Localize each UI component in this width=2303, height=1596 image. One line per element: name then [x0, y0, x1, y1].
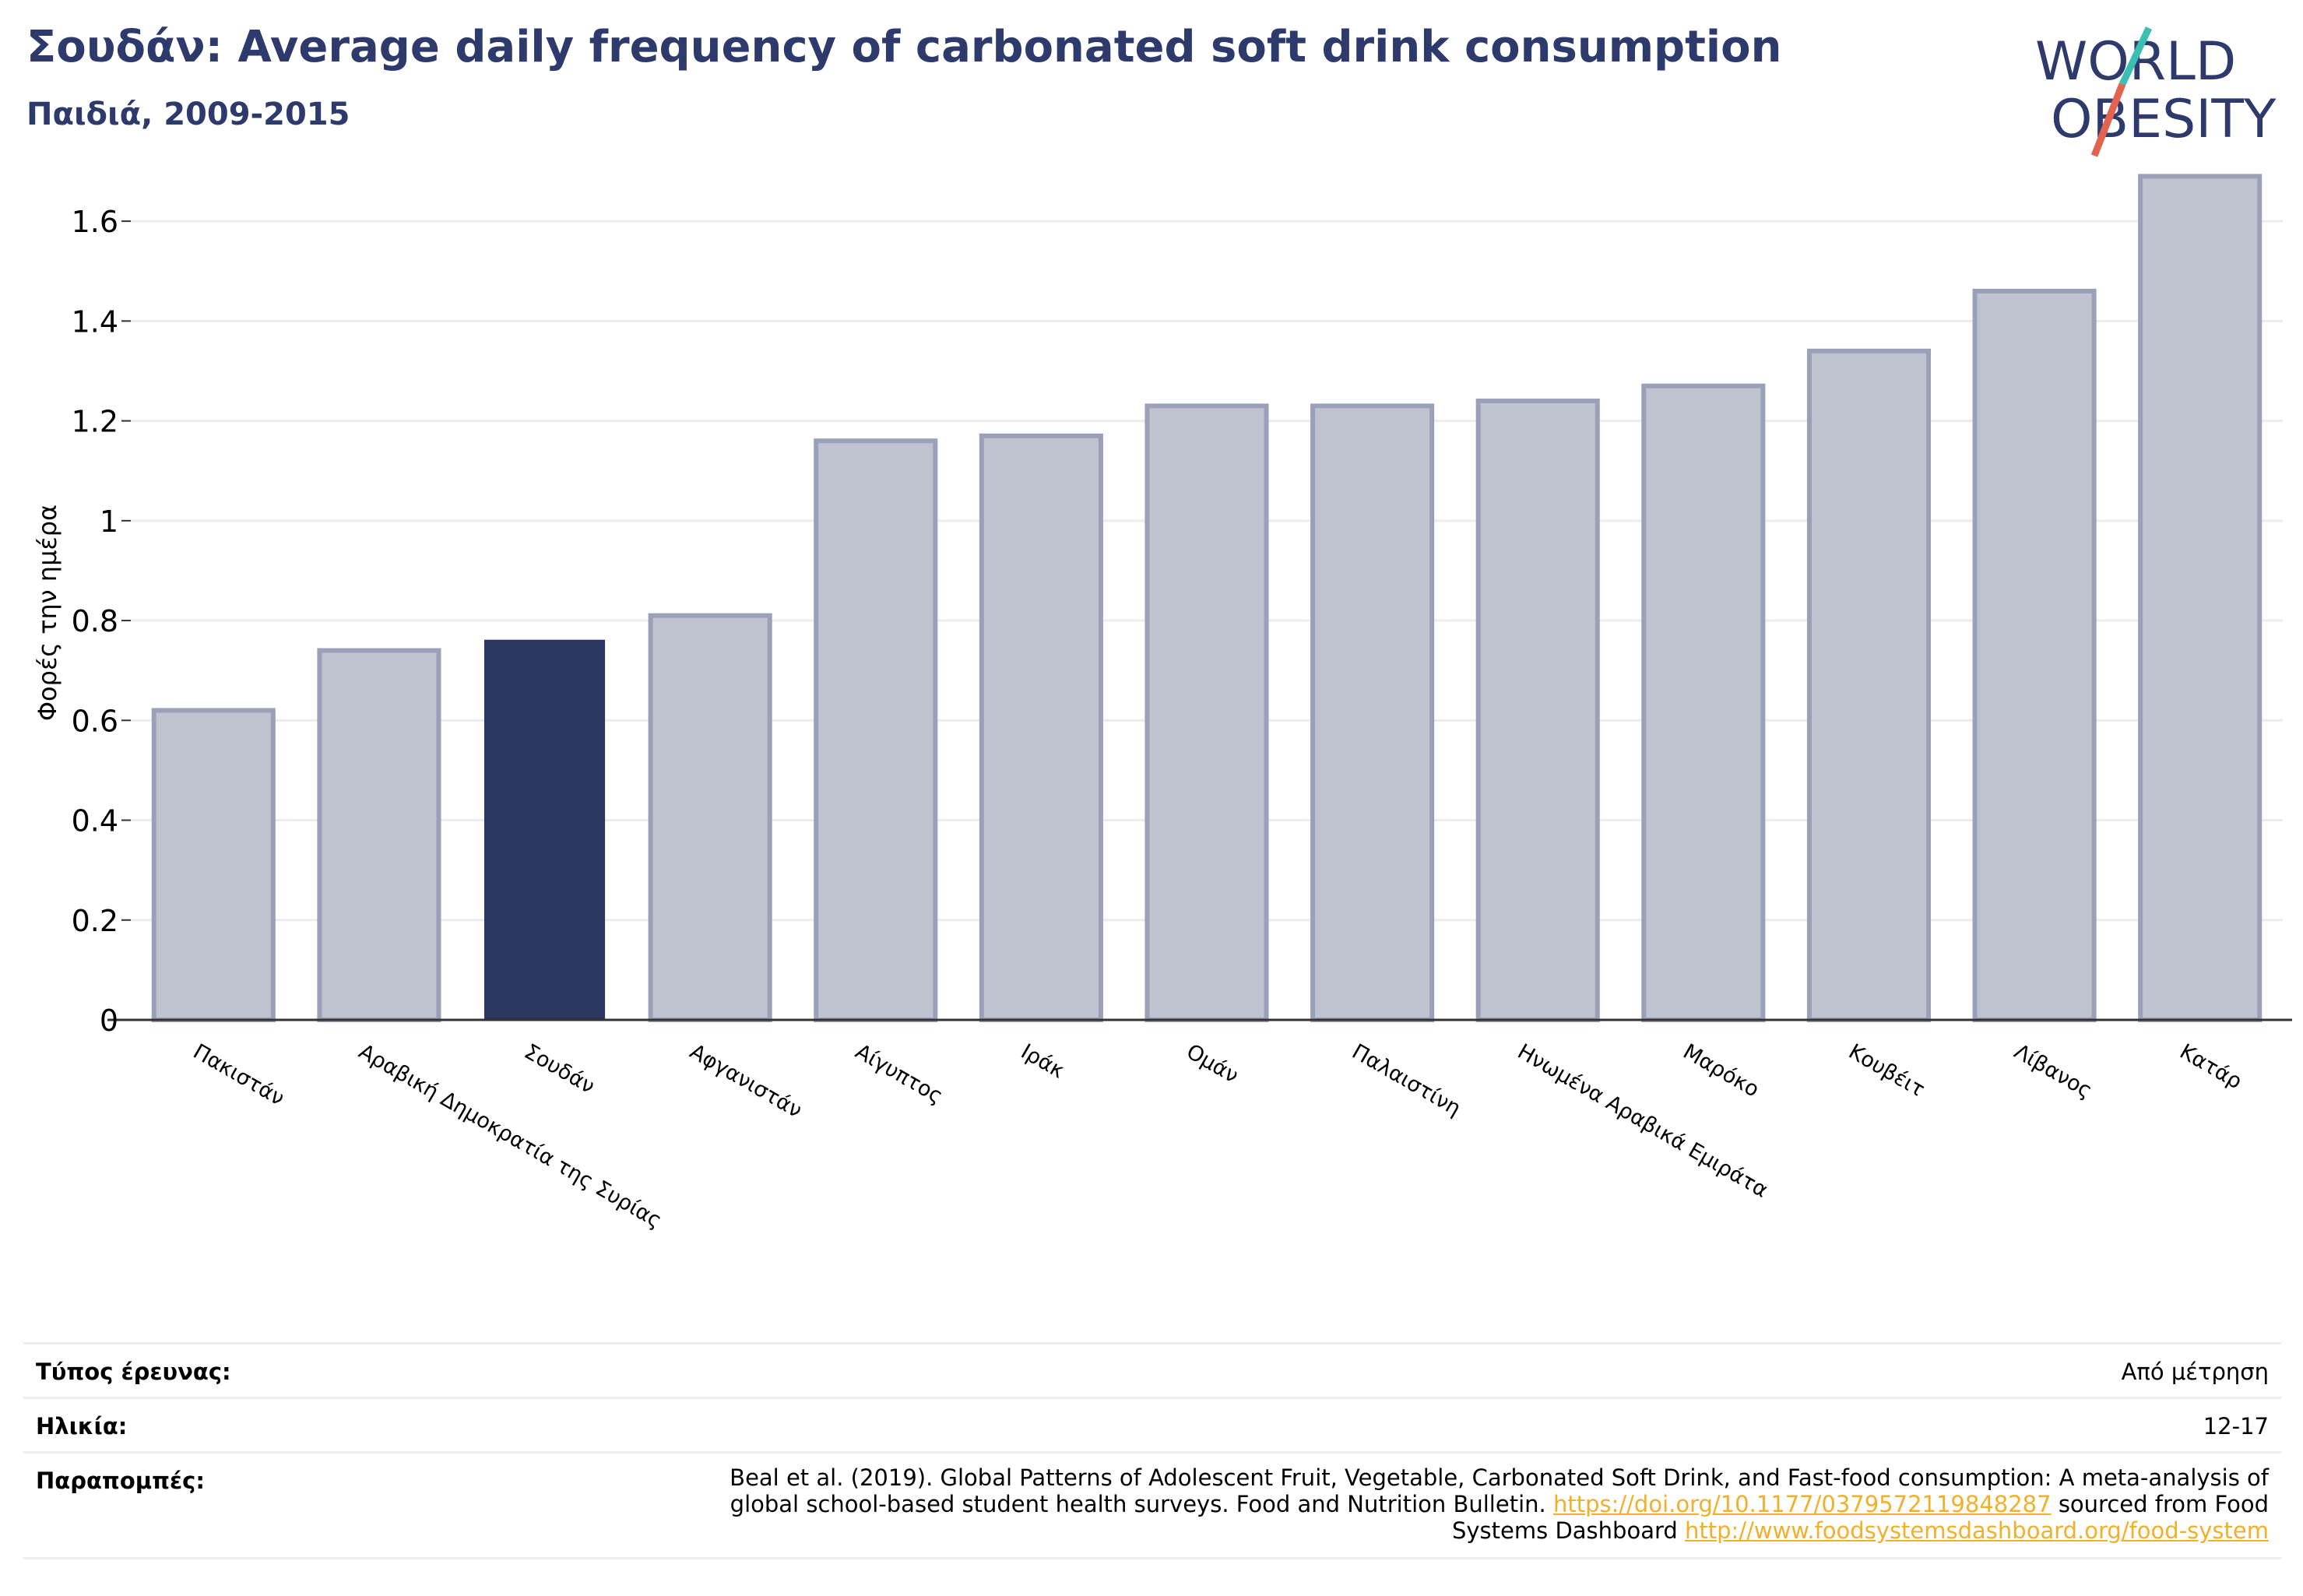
y-tick-label: 1.6: [72, 205, 118, 239]
references-link-1[interactable]: https://doi.org/10.1177/0379572119848287: [1552, 1491, 2052, 1517]
references-text-1: Beal et al. (2019). Global Patterns of A…: [730, 1464, 2269, 1517]
bar: [151, 708, 276, 1022]
x-tick-label: Μαρόκο: [1679, 1039, 1763, 1102]
y-tick-label: 0.4: [72, 804, 118, 838]
y-tick-label: 0.6: [72, 704, 118, 738]
y-tick-label: 0.8: [72, 604, 118, 638]
page-subtitle: Παιδιά, 2009-2015: [26, 97, 350, 132]
bar: [814, 438, 938, 1022]
bar: [1144, 403, 1269, 1022]
bar: [1641, 383, 1766, 1022]
x-tick-label: Αίγυπτος: [851, 1039, 947, 1109]
x-tick-label: Λίβανος: [2010, 1039, 2097, 1103]
world-obesity-logo: WORLD OBESITY: [2035, 26, 2277, 157]
x-tick-labels: Πακιστάν Αραβική Δημοκρατία της ΣυρίαςΣου…: [189, 1039, 2246, 1233]
bars: [151, 174, 2263, 1023]
survey-type-label: Τύπος έρευνας:: [36, 1359, 231, 1385]
age-label: Ηλικία:: [36, 1413, 128, 1440]
y-axis-label: Φορές την ημέρα: [33, 504, 62, 721]
bar: [648, 613, 772, 1022]
references-label: Παραπομπές:: [36, 1468, 205, 1494]
y-tick-label: 1.2: [72, 405, 118, 439]
x-tick-label: Παλαιστίνη: [1348, 1039, 1464, 1121]
meta-row-age: Ηλικία: 12-17: [23, 1397, 2281, 1454]
y-tick-label: 1.4: [72, 304, 118, 339]
bar: [2138, 174, 2263, 1023]
y-tick-label: 1: [100, 504, 118, 539]
bar: [1475, 398, 1600, 1022]
bar: [1972, 288, 2097, 1023]
references-link-2[interactable]: http://www.foodsystemsdashboard.org/food…: [1685, 1517, 2269, 1544]
bar: [317, 648, 441, 1022]
bar: [1310, 403, 1435, 1022]
x-tick-label: Αφγανιστάν: [686, 1039, 807, 1123]
x-tick-label: Κατάρ: [2175, 1039, 2246, 1094]
bar-highlight: [483, 639, 606, 1021]
meta-row-survey-type: Τύπος έρευνας: Από μέτρηση: [23, 1342, 2281, 1399]
x-tick-label: Ομάν: [1183, 1039, 1243, 1088]
meta-row-references: Παραπομπές: Beal et al. (2019). Global P…: [23, 1451, 2281, 1559]
x-tick-label: Ιράκ: [1017, 1039, 1069, 1083]
metadata-table: Τύπος έρευνας: Από μέτρηση Ηλικία: 12-17…: [23, 1342, 2281, 1560]
bar: [979, 433, 1103, 1022]
page-title: Σουδάν: Average daily frequency of carbo…: [26, 22, 1782, 72]
references-text-2: sourced from Food Systems Dashboard: [1451, 1491, 2269, 1544]
meta-bottom-border: [23, 1557, 2281, 1559]
logo-line2: OBESITY: [2051, 89, 2277, 150]
age-value: 12-17: [2203, 1413, 2269, 1440]
y-tick-labels: 0 0.2 0.4 0.6 0.8 1 1.2 1.4 1.6: [72, 205, 131, 1038]
x-tick-label: Πακιστάν: [189, 1039, 289, 1111]
x-tick-label: Αραβική Δημοκρατία της Συρίας: [354, 1039, 666, 1233]
logo-slash-teal: [2118, 26, 2153, 86]
y-tick-label: 0.2: [72, 904, 118, 938]
references-value: Beal et al. (2019). Global Patterns of A…: [712, 1464, 2269, 1544]
bar-chart: 0 0.2 0.4 0.6 0.8 1 1.2 1.4 1.6 Πακιστάν Αραβική …: [33, 174, 2292, 1233]
x-tick-label: Σουδάν: [520, 1039, 599, 1099]
y-tick-label: 0: [100, 1004, 118, 1038]
logo-slash-red: [2090, 83, 2126, 157]
bar: [1806, 348, 1932, 1022]
x-tick-label: Κουβέιτ: [1844, 1039, 1929, 1102]
survey-type-value: Από μέτρηση: [2121, 1359, 2269, 1385]
